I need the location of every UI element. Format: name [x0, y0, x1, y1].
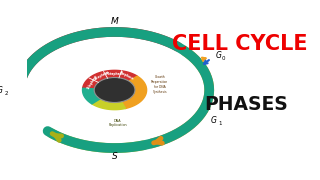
Text: G: G: [215, 51, 221, 60]
Text: PHASES: PHASES: [204, 95, 287, 114]
Text: Metaphase: Metaphase: [105, 72, 124, 76]
Polygon shape: [83, 88, 100, 104]
Polygon shape: [92, 99, 125, 110]
Polygon shape: [122, 76, 147, 109]
Circle shape: [94, 78, 135, 102]
Text: Preparation
for Mitosis
Growth: Preparation for Mitosis Growth: [61, 78, 78, 92]
Text: Telophase: Telophase: [86, 73, 99, 90]
Text: Prophase: Prophase: [118, 70, 134, 81]
Text: M: M: [111, 17, 118, 26]
Text: Anaphase: Anaphase: [94, 70, 110, 81]
Text: CELL CYCLE: CELL CYCLE: [172, 33, 308, 54]
Text: G: G: [211, 116, 217, 125]
Polygon shape: [83, 70, 137, 89]
Text: Growth
Preparation
for DNA
Synthesis: Growth Preparation for DNA Synthesis: [151, 75, 168, 94]
Text: 1: 1: [219, 121, 222, 126]
Text: 0: 0: [221, 56, 225, 61]
Text: G: G: [0, 86, 3, 94]
Text: S: S: [112, 152, 117, 161]
Text: 2: 2: [4, 91, 8, 96]
Text: DNA
Replication: DNA Replication: [108, 119, 127, 127]
